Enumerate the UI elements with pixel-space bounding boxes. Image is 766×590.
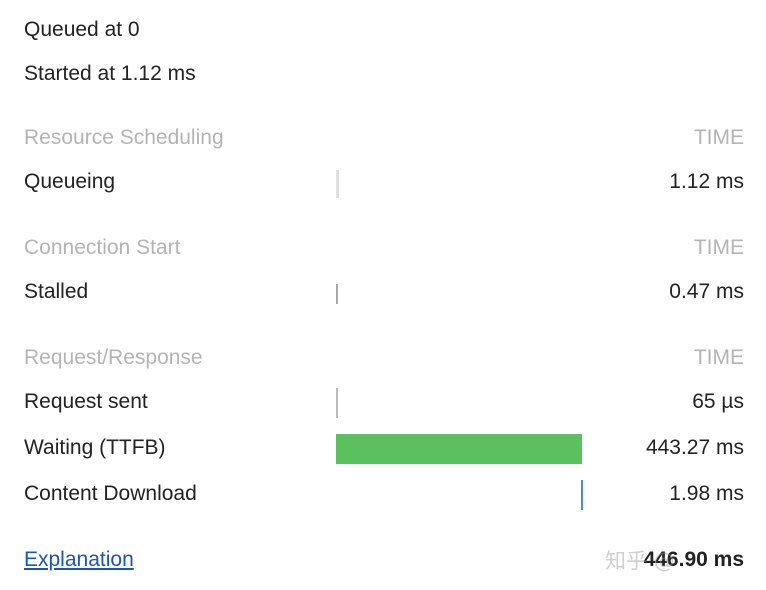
started-at: Started at 1.12 ms xyxy=(24,62,196,85)
timing-bar-waiting xyxy=(336,434,582,464)
watermark: 知乎 @ xyxy=(605,549,675,573)
timing-bar xyxy=(336,284,338,304)
row-queueing: Queueing 1.12 ms xyxy=(24,170,744,200)
row-value: 0.47 ms xyxy=(669,280,744,303)
row-waiting: Waiting (TTFB) 443.27 ms xyxy=(24,434,744,466)
time-header: TIME xyxy=(693,346,744,369)
footer: Explanation 446.90 ms xyxy=(24,548,744,578)
row-content-download: Content Download 1.98 ms xyxy=(24,480,744,512)
row-label: Queueing xyxy=(24,170,116,193)
time-header: TIME xyxy=(693,236,744,259)
timing-bar-download xyxy=(581,480,583,510)
queued-at: Queued at 0 xyxy=(24,18,140,41)
row-label: Stalled xyxy=(24,280,89,303)
row-stalled: Stalled 0.47 ms xyxy=(24,280,744,310)
section-title: Connection Start xyxy=(24,236,181,259)
timing-bar xyxy=(336,388,338,418)
section-title: Request/Response xyxy=(24,346,203,369)
row-label: Waiting (TTFB) xyxy=(24,436,166,459)
time-header: TIME xyxy=(693,126,744,149)
section-title: Resource Scheduling xyxy=(24,126,224,149)
row-value: 1.12 ms xyxy=(669,170,744,193)
section-request-response: Request/Response TIME xyxy=(24,346,744,376)
row-label: Content Download xyxy=(24,482,197,505)
row-value: 1.98 ms xyxy=(669,482,744,505)
total-time: 446.90 ms xyxy=(643,548,744,571)
explanation-link[interactable]: Explanation xyxy=(24,548,134,571)
row-label: Request sent xyxy=(24,390,148,413)
row-value: 443.27 ms xyxy=(645,436,744,459)
row-value: 65 µs xyxy=(692,390,744,413)
section-connection-start: Connection Start TIME xyxy=(24,236,744,266)
timing-bar xyxy=(336,170,339,198)
row-request-sent: Request sent 65 µs xyxy=(24,388,744,420)
section-resource-scheduling: Resource Scheduling TIME xyxy=(24,126,744,156)
